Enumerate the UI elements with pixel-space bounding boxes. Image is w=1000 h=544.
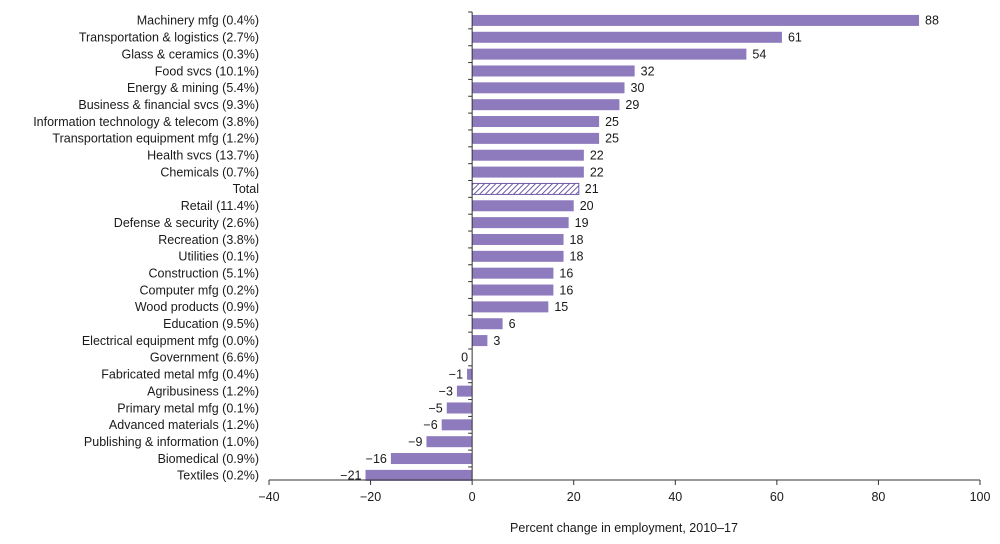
value-label: 30 (631, 81, 645, 95)
value-label: 25 (605, 132, 619, 146)
bar (472, 166, 584, 178)
bar (472, 31, 782, 43)
bar (456, 385, 473, 397)
bar (472, 14, 920, 26)
value-label: 54 (752, 47, 766, 61)
bar (390, 453, 473, 465)
bar (472, 335, 488, 347)
category-label: Food svcs (10.1%) (155, 64, 259, 78)
category-label: Electrical equipment mfg (0.0%) (82, 334, 259, 348)
value-label: −5 (428, 401, 442, 415)
bar (472, 233, 564, 245)
category-label: Recreation (3.8%) (158, 233, 259, 247)
bar (441, 419, 473, 431)
value-label: 29 (625, 98, 639, 112)
value-label: −6 (423, 418, 437, 432)
value-label: 6 (509, 317, 516, 331)
category-label: Transportation equipment mfg (1.2%) (52, 132, 259, 146)
category-label: Transportation & logistics (2.7%) (79, 31, 259, 45)
value-label: 22 (590, 165, 604, 179)
value-label: 0 (461, 351, 468, 365)
value-label: −16 (366, 452, 387, 466)
category-label: Fabricated metal mfg (0.4%) (101, 368, 259, 382)
x-tick-label: 0 (469, 490, 476, 504)
value-label: 15 (554, 300, 568, 314)
x-tick-label: 20 (567, 490, 581, 504)
category-label: Energy & mining (5.4%) (127, 81, 259, 95)
bar (472, 48, 747, 60)
value-label: −1 (449, 368, 463, 382)
category-label: Business & financial svcs (9.3%) (78, 98, 259, 112)
category-label: Total (233, 182, 259, 196)
x-tick-label: 60 (770, 490, 784, 504)
value-label: −9 (408, 435, 422, 449)
bar (426, 436, 473, 448)
value-label: 25 (605, 115, 619, 129)
bar (472, 250, 564, 262)
value-label: 19 (575, 216, 589, 230)
bar (472, 116, 600, 128)
bar (467, 368, 473, 380)
value-label: 21 (585, 182, 599, 196)
category-label: Defense & security (2.6%) (114, 216, 259, 230)
category-label: Agribusiness (1.2%) (147, 384, 259, 398)
category-label: Biomedical (0.9%) (158, 452, 259, 466)
bar (365, 469, 473, 481)
category-label: Utilities (0.1%) (178, 250, 259, 264)
value-label: 61 (788, 31, 802, 45)
x-axis-title: Percent change in employment, 2010–17 (510, 521, 738, 535)
bar (472, 65, 635, 77)
bar (472, 200, 574, 212)
category-label: Glass & ceramics (0.3%) (121, 47, 259, 61)
bar (472, 132, 600, 144)
category-label: Construction (5.1%) (149, 266, 259, 280)
bar (472, 82, 625, 94)
bar (472, 301, 549, 313)
category-label: Information technology & telecom (3.8%) (33, 115, 259, 129)
bar (472, 267, 554, 279)
category-label: Health svcs (13.7%) (147, 149, 259, 163)
axes-group (268, 11, 981, 485)
value-label: 18 (570, 250, 584, 264)
category-label: Publishing & information (1.0%) (84, 435, 259, 449)
value-label: 22 (590, 149, 604, 163)
category-label: Retail (11.4%) (181, 199, 259, 213)
value-label: 88 (925, 14, 939, 28)
value-label: 3 (493, 334, 500, 348)
bar (472, 149, 584, 161)
value-label: 18 (570, 233, 584, 247)
category-label: Machinery mfg (0.4%) (137, 14, 259, 28)
value-label: 16 (559, 266, 573, 280)
bar (472, 99, 620, 111)
bars-group (365, 14, 920, 481)
x-tick-label: 100 (970, 490, 991, 504)
category-label: Wood products (0.9%) (135, 300, 259, 314)
category-label: Advanced materials (1.2%) (109, 418, 259, 432)
category-label: Computer mfg (0.2%) (140, 283, 259, 297)
category-label: Education (9.5%) (163, 317, 259, 331)
x-tick-label: −40 (258, 490, 279, 504)
x-tick-label: −20 (360, 490, 381, 504)
value-label: 32 (641, 64, 655, 78)
category-label: Government (6.6%) (150, 351, 259, 365)
value-label: 20 (580, 199, 594, 213)
x-tick-label: 40 (668, 490, 682, 504)
value-label: −21 (340, 469, 361, 483)
bar (472, 284, 554, 296)
value-label: 16 (559, 283, 573, 297)
category-label: Primary metal mfg (0.1%) (117, 401, 259, 415)
category-label: Chemicals (0.7%) (160, 165, 259, 179)
x-tick-label: 80 (871, 490, 885, 504)
bar (446, 402, 473, 414)
category-label: Textiles (0.2%) (177, 469, 259, 483)
bar (472, 217, 569, 229)
value-label: −3 (439, 384, 453, 398)
bar (472, 318, 503, 330)
bar-total (471, 182, 580, 195)
labels-group: Machinery mfg (0.4%) 88 Transportation & l… (33, 14, 990, 504)
